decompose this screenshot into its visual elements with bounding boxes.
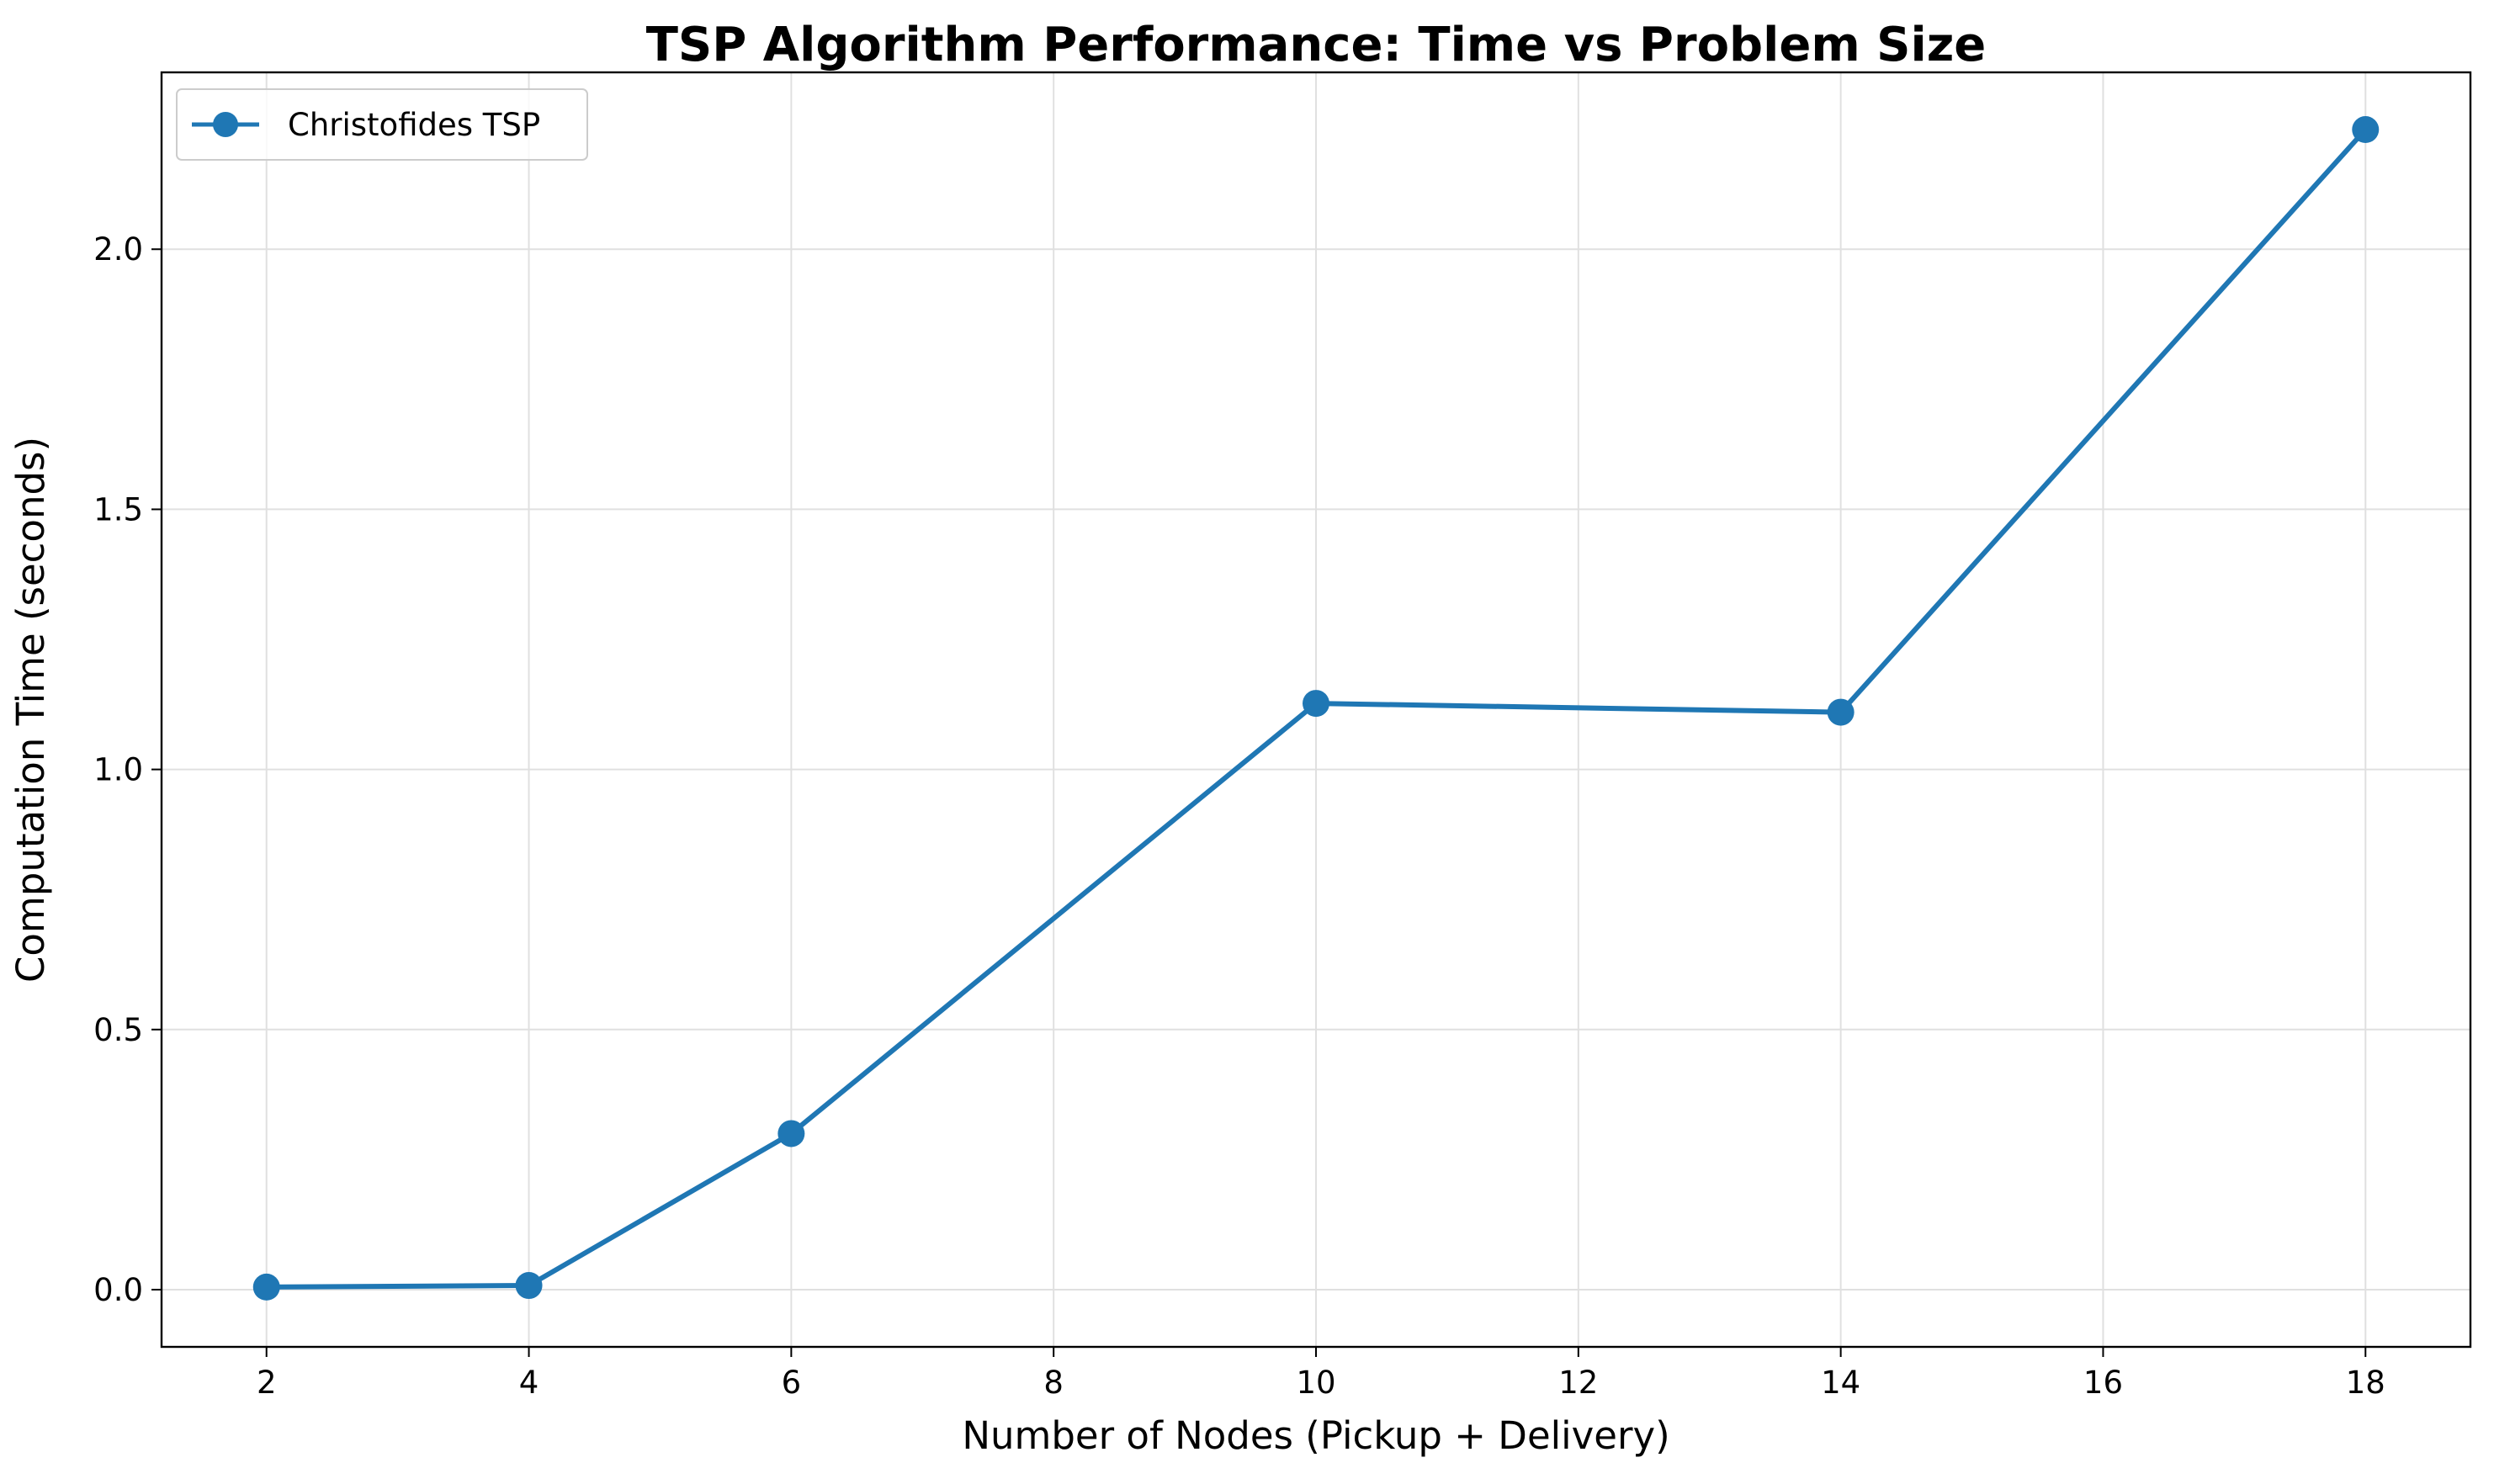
x-tick-label: 16 bbox=[2083, 1365, 2123, 1401]
data-point bbox=[1827, 698, 1855, 726]
x-tick-label: 6 bbox=[782, 1365, 802, 1401]
legend-entry-label: Christofides TSP bbox=[288, 107, 540, 143]
x-axis-label: Number of Nodes (Pickup + Delivery) bbox=[962, 1413, 1669, 1458]
data-point bbox=[252, 1273, 280, 1301]
data-point bbox=[1303, 690, 1329, 718]
plot-data bbox=[252, 116, 2380, 1301]
legend: Christofides TSP bbox=[176, 88, 588, 161]
y-tick-label: 2.0 bbox=[93, 231, 143, 268]
y-axis-label: Computation Time (seconds) bbox=[8, 437, 53, 983]
data-point bbox=[2352, 116, 2380, 144]
x-tick-label: 14 bbox=[1821, 1365, 1860, 1401]
y-tick-label: 0.5 bbox=[93, 1012, 143, 1048]
x-tick-label: 8 bbox=[1043, 1365, 1064, 1401]
x-tick-label: 4 bbox=[519, 1365, 539, 1401]
chart-title: TSP Algorithm Performance: Time vs Probl… bbox=[646, 18, 1987, 72]
x-tick-label: 2 bbox=[257, 1365, 277, 1401]
data-point bbox=[515, 1272, 543, 1300]
y-tick-label: 1.5 bbox=[93, 491, 143, 527]
y-tick-label: 0.0 bbox=[93, 1272, 143, 1308]
ticks: 2 4 6 8 10 12 14 16 18 0.0 0.5 1.0 1.5 2.0 bbox=[93, 231, 2385, 1401]
data-point bbox=[777, 1120, 805, 1147]
x-tick-label: 12 bbox=[1558, 1365, 1598, 1401]
legend-marker-icon bbox=[213, 112, 238, 137]
legend-box bbox=[176, 88, 588, 161]
series-line bbox=[266, 128, 2368, 1290]
x-tick-label: 10 bbox=[1296, 1365, 1335, 1401]
x-tick-label: 18 bbox=[2346, 1365, 2385, 1401]
y-tick-label: 1.0 bbox=[93, 752, 143, 788]
